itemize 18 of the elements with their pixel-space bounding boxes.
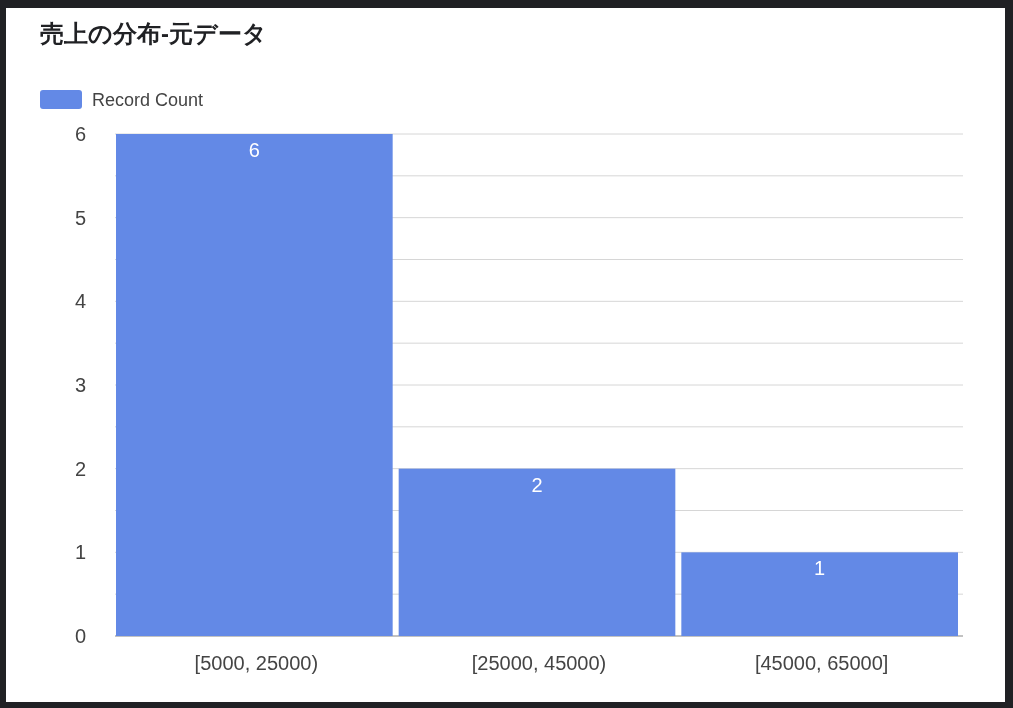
bar xyxy=(116,134,393,636)
legend-label: Record Count xyxy=(92,90,204,110)
y-tick-label: 6 xyxy=(74,123,86,145)
chart-title: 売上の分布-元データ xyxy=(40,20,267,47)
y-tick-label: 4 xyxy=(74,290,86,313)
y-tick-label: 0 xyxy=(74,625,86,647)
y-tick-label: 1 xyxy=(74,541,86,564)
bar xyxy=(681,552,958,636)
x-tick-label: [25000, 45000) xyxy=(471,652,607,674)
bar xyxy=(398,468,676,636)
data-label: 2 xyxy=(531,473,543,496)
x-tick-label: [5000, 25000) xyxy=(194,652,319,674)
y-tick-label: 3 xyxy=(74,374,86,396)
data-label: 1 xyxy=(814,557,826,580)
y-tick-label: 5 xyxy=(74,206,86,229)
data-label: 6 xyxy=(248,139,260,161)
x-tick-label: [45000, 65000] xyxy=(754,652,889,674)
y-tick-label: 2 xyxy=(74,457,86,480)
